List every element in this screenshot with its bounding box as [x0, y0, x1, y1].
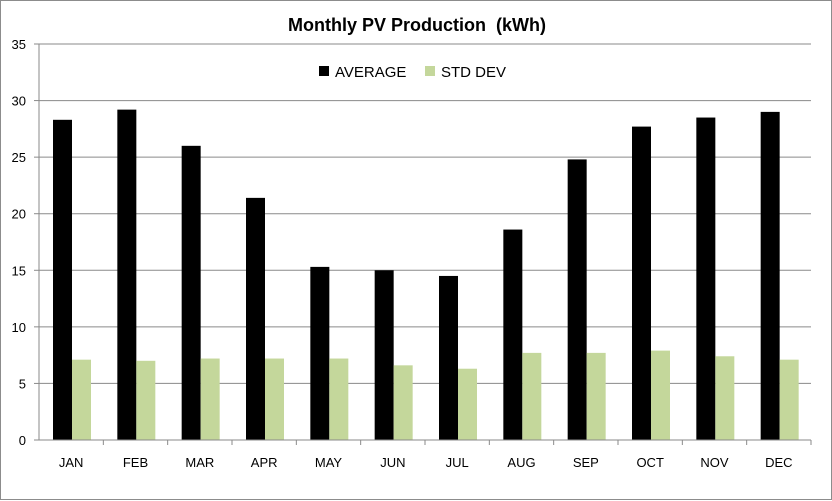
y-tick-label: 15 — [12, 263, 26, 278]
std-dev-bar — [200, 358, 220, 440]
average-bar — [374, 270, 394, 440]
x-tick-label: AUG — [507, 455, 535, 470]
average-bar — [181, 145, 201, 441]
average-bar — [632, 126, 651, 440]
std-dev-bar — [651, 350, 670, 440]
average-bar — [310, 266, 330, 440]
std-dev-bar — [586, 352, 606, 440]
average-bar — [567, 159, 587, 441]
legend-swatch-average — [319, 66, 329, 76]
average-bar — [760, 111, 780, 440]
x-tick-label: FEB — [123, 455, 148, 470]
std-dev-bar — [393, 365, 413, 440]
legend-swatch-std-dev — [425, 66, 435, 76]
x-tick-label: DEC — [765, 455, 792, 470]
legend-label-average: AVERAGE — [335, 64, 406, 81]
legend-label-std-dev: STD DEV — [441, 64, 506, 81]
x-tick-label: MAR — [185, 455, 214, 470]
average-bar — [503, 229, 523, 440]
x-tick-label: APR — [251, 455, 278, 470]
y-tick-label: 5 — [19, 376, 26, 391]
legend: AVERAGE STD DEV — [319, 64, 506, 81]
bars — [53, 109, 799, 441]
x-tick-label: NOV — [700, 455, 729, 470]
x-tick-label: OCT — [636, 455, 664, 470]
y-tick-label: 30 — [12, 94, 26, 109]
average-bar — [439, 275, 458, 440]
std-dev-bar — [329, 358, 349, 440]
y-axis: 0 5 10 15 20 25 30 35 — [12, 37, 40, 448]
std-dev-bar — [779, 359, 799, 440]
y-tick-label: 20 — [12, 207, 26, 222]
gridlines — [39, 43, 811, 384]
std-dev-bar — [72, 359, 91, 440]
std-dev-bar — [458, 368, 477, 440]
x-tick-label: MAY — [315, 455, 343, 470]
std-dev-bar — [265, 358, 284, 440]
average-bar — [696, 117, 716, 441]
average-bar — [246, 197, 265, 440]
x-tick-label: JAN — [59, 455, 84, 470]
std-dev-bar — [715, 356, 735, 440]
x-tick-label: JUL — [446, 455, 469, 470]
x-tick-label: SEP — [573, 455, 599, 470]
x-tick-label: JUN — [380, 455, 405, 470]
y-tick-label: 35 — [12, 37, 26, 52]
y-tick-label: 0 — [19, 433, 26, 448]
chart-title: Monthly PV Production (kWh) — [288, 15, 546, 35]
average-bar — [53, 119, 72, 440]
std-dev-bar — [522, 352, 542, 440]
x-axis: JAN FEB MAR APR MAY JUN JUL AUG SEP OCT NOV DEC — [39, 439, 812, 470]
y-tick-label: 25 — [12, 150, 26, 165]
y-tick-label: 10 — [12, 320, 26, 335]
std-dev-bar — [136, 360, 156, 440]
average-bar — [117, 109, 137, 440]
